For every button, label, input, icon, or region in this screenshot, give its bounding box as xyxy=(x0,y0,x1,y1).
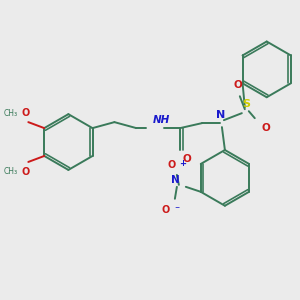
Text: O: O xyxy=(262,123,271,133)
Text: O: O xyxy=(162,205,170,215)
Text: O: O xyxy=(182,154,191,164)
Text: O: O xyxy=(233,80,242,90)
Text: N: N xyxy=(171,175,180,185)
Text: O: O xyxy=(21,108,29,118)
Text: +: + xyxy=(179,159,186,168)
Text: CH₃: CH₃ xyxy=(3,109,17,118)
Text: NH: NH xyxy=(153,115,170,125)
Text: CH₃: CH₃ xyxy=(3,167,17,176)
Text: O: O xyxy=(21,167,29,177)
Text: S: S xyxy=(242,99,250,109)
Text: O: O xyxy=(168,160,176,170)
Text: N: N xyxy=(216,110,226,120)
Text: ⁻: ⁻ xyxy=(174,205,179,215)
